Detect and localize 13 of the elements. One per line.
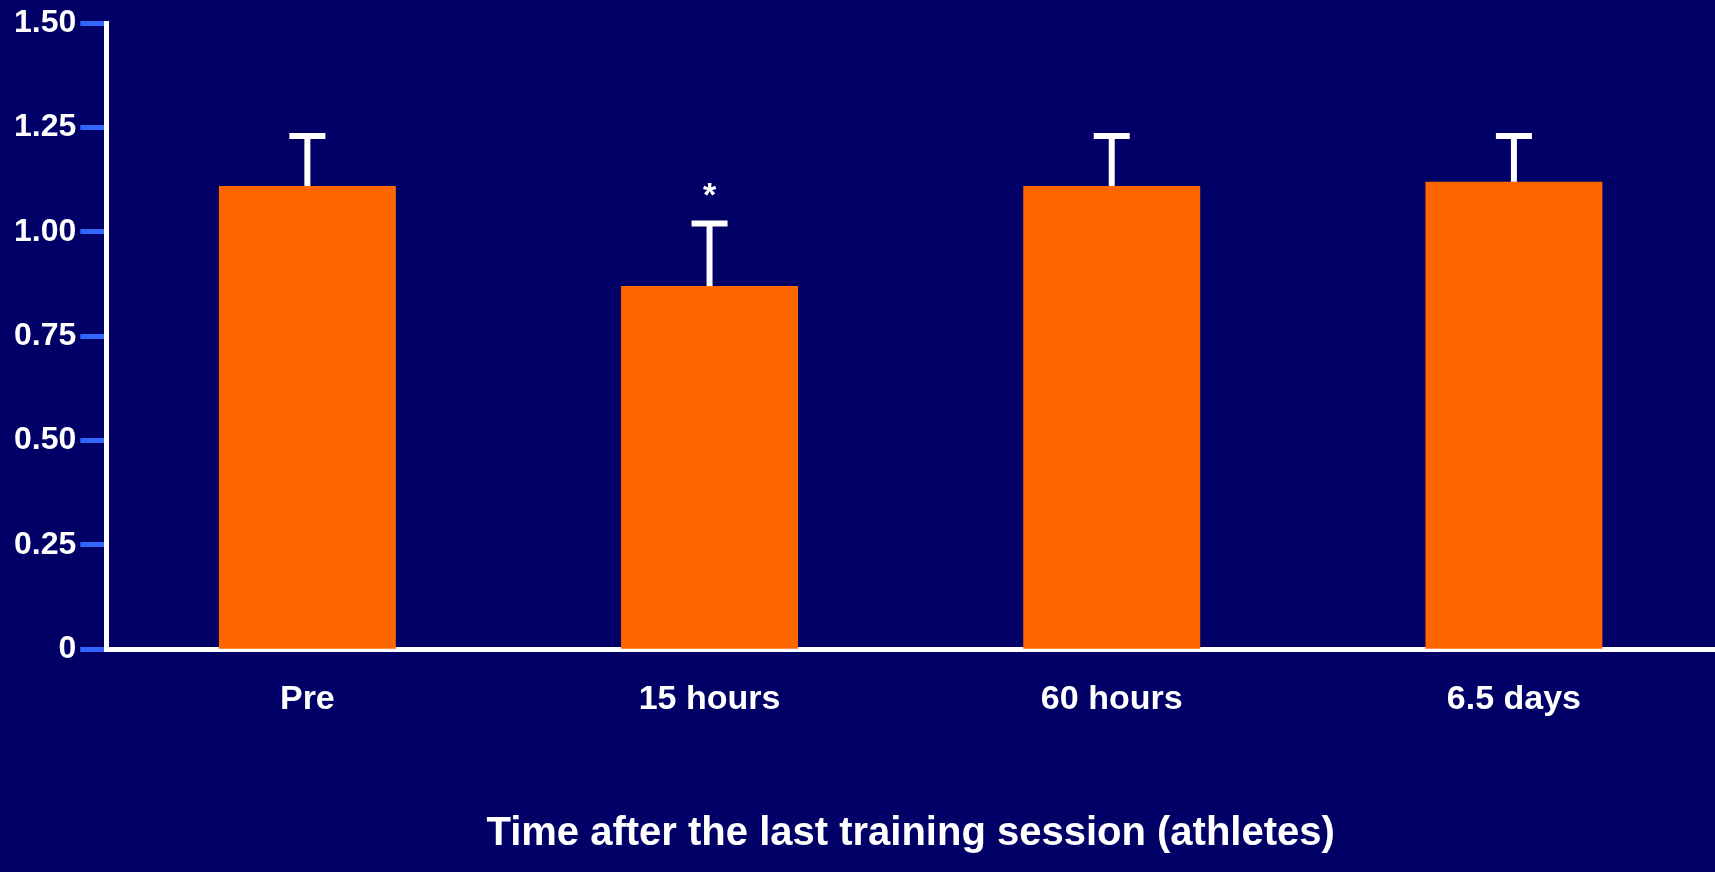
x-tick-label: 15 hours (638, 677, 781, 716)
y-tick-label: 0.75 (14, 316, 77, 353)
y-tick-label: 1.50 (14, 3, 77, 40)
y-tick-label: 0 (58, 629, 77, 666)
x-axis-title: Time after the last training session (athletes) (486, 809, 1335, 854)
y-tick-label: 1.25 (14, 107, 77, 144)
x-tick-label: 60 hours (1040, 677, 1183, 716)
y-tick-label: 0.50 (14, 420, 77, 457)
x-tick-label: Pre (279, 677, 335, 716)
y-tick-label: 1.00 (14, 211, 77, 248)
y-tick-label: 0.25 (14, 524, 77, 561)
data-label: * (702, 174, 717, 213)
x-tick-label: 6.5 days (1446, 677, 1582, 716)
